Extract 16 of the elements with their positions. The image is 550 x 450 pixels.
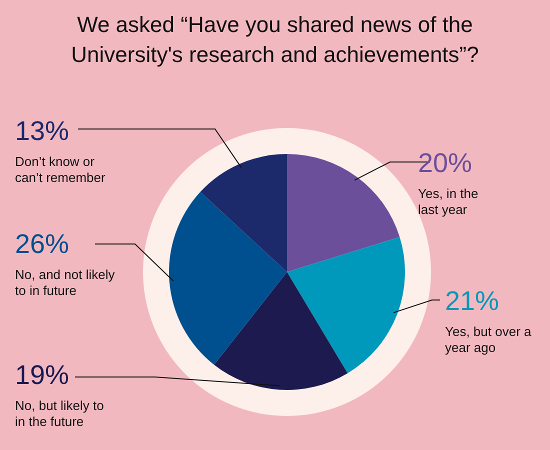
pie-slice: [169, 192, 287, 365]
pie-slice: [214, 272, 348, 390]
slice-label: No, but likely to in the future: [15, 398, 104, 429]
data-label: 19%: [15, 360, 70, 390]
chart-title: We asked “Have you shared news of the University's research and achievements”?: [71, 12, 479, 67]
data-label: 26%: [15, 229, 70, 259]
slice-label: Don’t know or can’t remember: [15, 154, 106, 185]
pie-slice: [287, 236, 405, 374]
data-label: 21%: [445, 286, 500, 316]
slice-label: Yes, in the last year: [418, 186, 478, 217]
slice-label: Yes, but over a year ago: [445, 324, 532, 355]
pie-slice: [287, 154, 400, 272]
slice-label: No, and not likely to in future: [15, 267, 116, 298]
data-label: 13%: [15, 116, 70, 146]
pie-slice: [200, 154, 287, 272]
data-label: 20%: [418, 148, 472, 178]
